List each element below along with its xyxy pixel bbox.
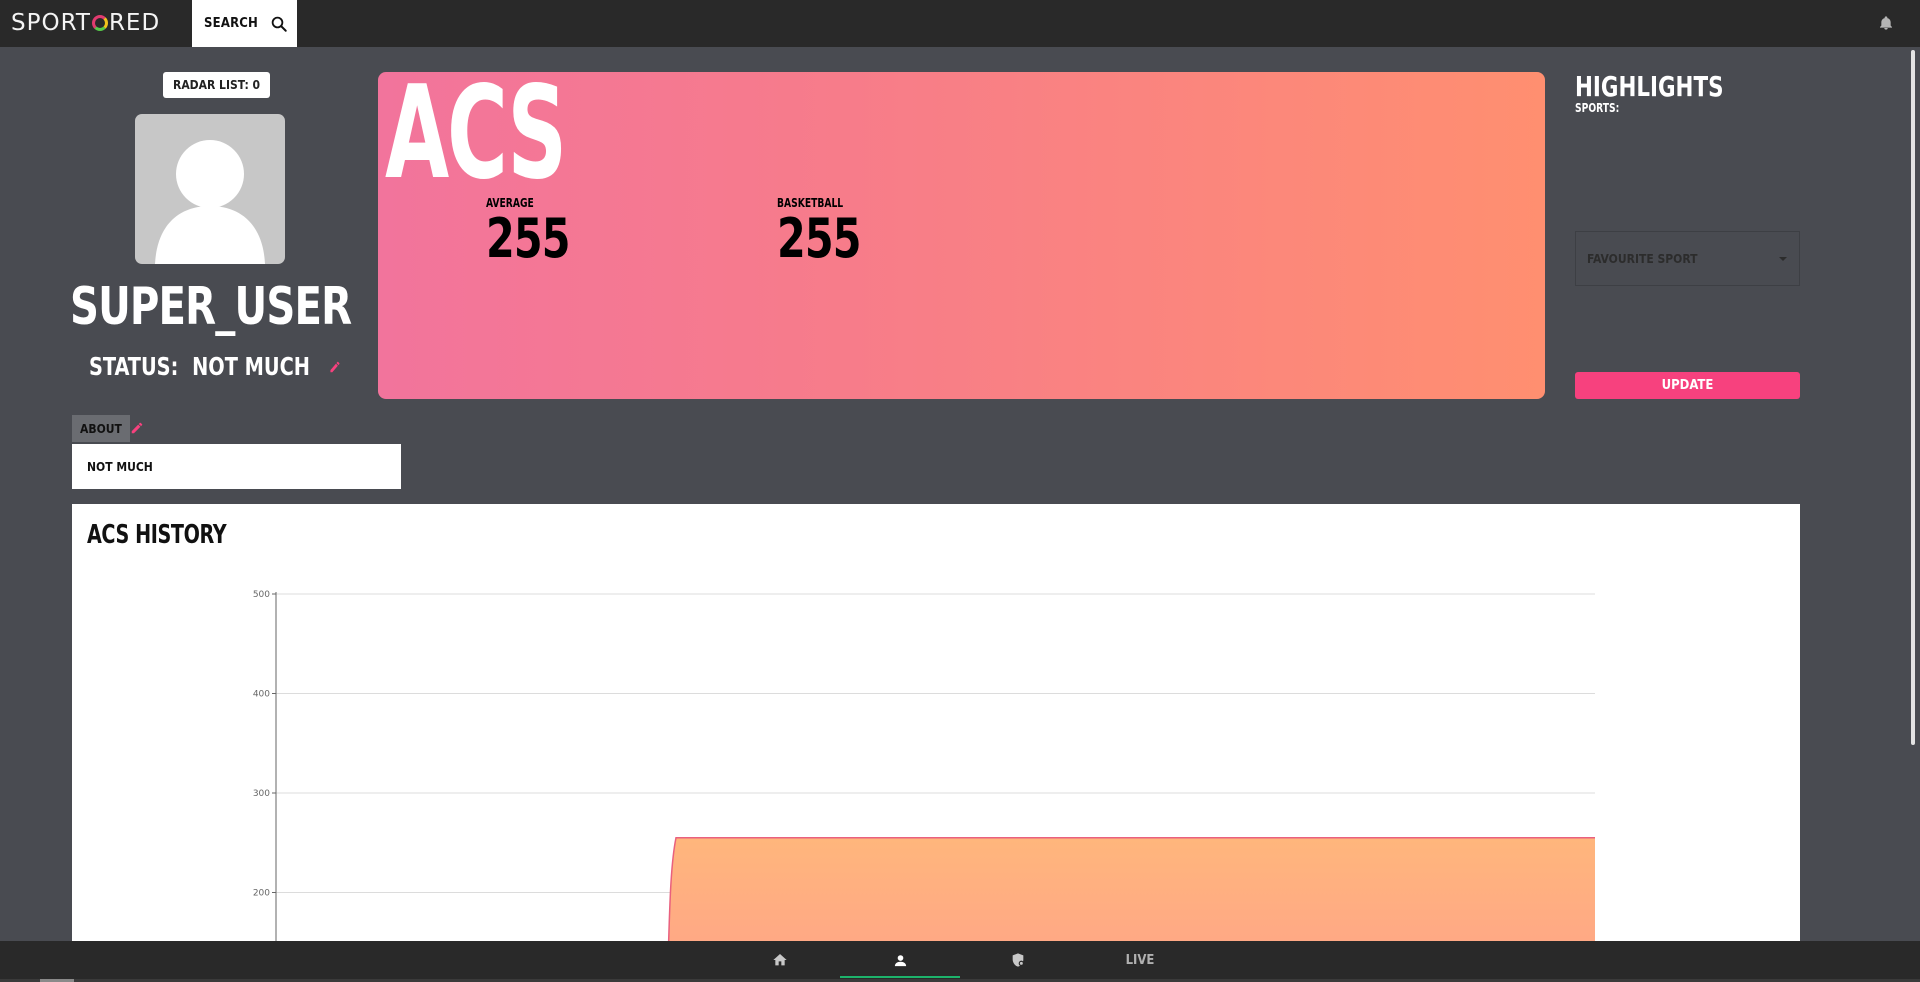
y-tick-label: 300 <box>253 789 270 799</box>
favourite-sport-select[interactable]: FAVOURITE SPORT <box>1575 231 1800 286</box>
logo-text-red: RED <box>108 10 161 36</box>
acs-history-panel: ACS HISTORY 500 400 300 200 <box>72 504 1800 944</box>
username: SUPER_USER <box>70 277 352 337</box>
nav-live[interactable]: LIVE <box>1122 941 1158 979</box>
logo-ring-icon <box>91 15 108 31</box>
about-tab[interactable]: ABOUT <box>72 415 130 442</box>
top-bar: SPORT RED SEARCH <box>0 0 1920 47</box>
about-text: NOT MUCH <box>72 444 401 489</box>
home-icon <box>773 954 787 966</box>
acs-stat-basketball: BASKETBALL 255 <box>777 196 875 266</box>
user-silhouette-icon <box>155 140 265 264</box>
acs-score-card: ACS AVERAGE 255 BASKETBALL 255 <box>378 72 1545 399</box>
favourite-sport-placeholder: FAVOURITE SPORT <box>1587 251 1698 266</box>
page-scrollbar[interactable] <box>1911 50 1915 745</box>
horizontal-scrollbar-thumb[interactable] <box>40 979 74 982</box>
shield-settings-icon <box>1012 953 1024 967</box>
update-button[interactable]: UPDATE <box>1575 372 1800 399</box>
person-icon <box>894 954 906 966</box>
acs-area-series <box>668 837 1595 944</box>
acs-stat-label: AVERAGE <box>486 196 534 210</box>
y-tick-label: 500 <box>253 590 270 600</box>
status-value: NOT MUCH <box>192 352 310 381</box>
live-label: LIVE <box>1125 952 1155 968</box>
nav-profile[interactable] <box>885 941 915 979</box>
acs-stat-average: AVERAGE 255 <box>486 196 584 266</box>
active-tab-indicator <box>840 976 960 978</box>
edit-about-pencil-icon[interactable] <box>130 421 144 435</box>
horizontal-scrollbar[interactable] <box>0 979 1920 982</box>
logo-text-sport: SPORT <box>11 10 91 36</box>
radar-list-button[interactable]: RADAR LIST: 0 <box>163 72 271 98</box>
bottom-nav: LIVE <box>0 941 1920 979</box>
search-label: SEARCH <box>204 16 259 31</box>
highlights-title: HIGHLIGHTS <box>1575 70 1724 103</box>
acs-title: ACS <box>385 72 567 208</box>
y-tick-label: 200 <box>253 889 270 899</box>
edit-status-pencil-icon[interactable] <box>329 360 341 374</box>
notification-bell-icon[interactable] <box>1878 14 1894 32</box>
search-icon <box>271 16 287 32</box>
avatar[interactable] <box>135 114 285 264</box>
nav-trivia[interactable] <box>1003 941 1033 979</box>
acs-history-chart: 500 400 300 200 <box>253 590 1595 944</box>
status-row: STATUS: NOT MUCH <box>89 352 341 381</box>
acs-line-series <box>667 837 1595 944</box>
chevron-down-icon <box>1779 256 1787 261</box>
acs-history-title: ACS HISTORY <box>87 520 227 550</box>
sportcred-logo[interactable]: SPORT RED <box>11 10 160 36</box>
acs-stat-value: 255 <box>777 207 862 270</box>
search-button[interactable]: SEARCH <box>192 0 297 47</box>
highlights-sports-label: SPORTS: <box>1575 101 1620 115</box>
status-label: STATUS: <box>89 352 179 381</box>
acs-stat-label: BASKETBALL <box>777 196 844 210</box>
nav-home[interactable] <box>765 941 795 979</box>
y-tick-label: 400 <box>253 690 270 700</box>
acs-stat-value: 255 <box>486 207 571 270</box>
